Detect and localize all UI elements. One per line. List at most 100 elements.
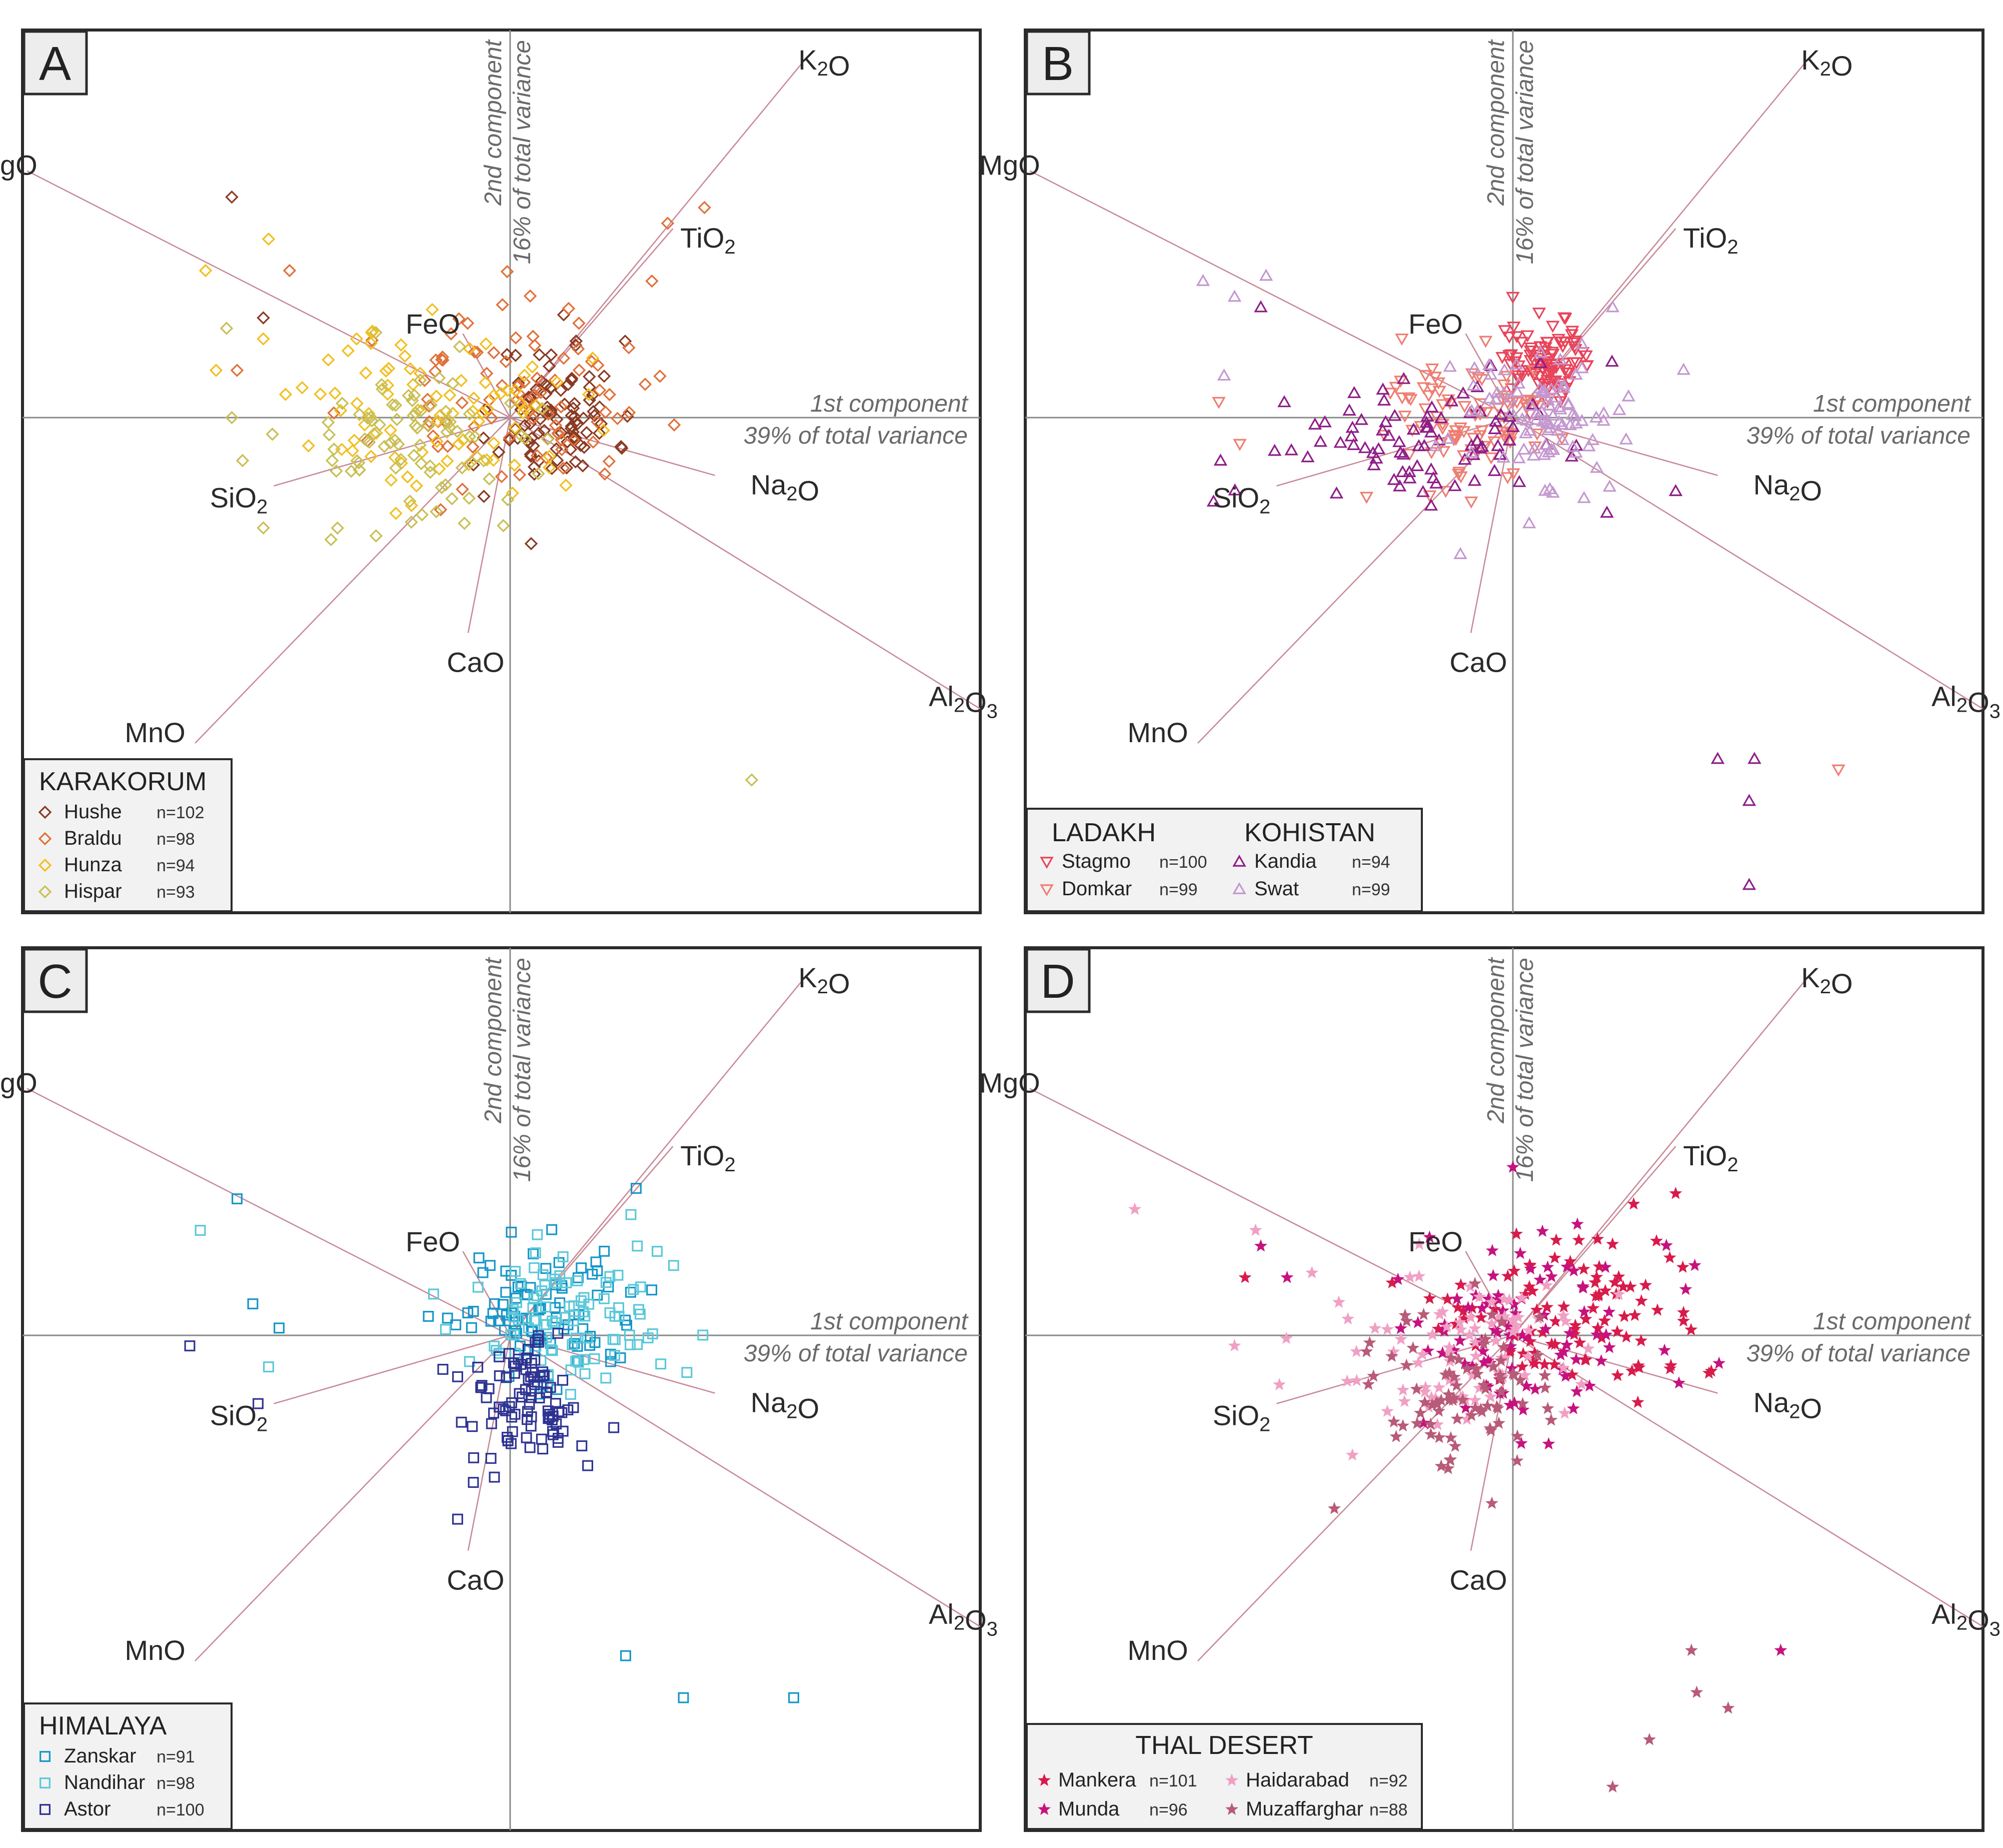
data-point-kandia xyxy=(1473,441,1487,454)
data-point-mankera xyxy=(1586,1301,1600,1314)
data-point-hunza xyxy=(518,402,532,416)
data-point-swat xyxy=(1522,516,1536,529)
data-point-munda xyxy=(1461,1301,1475,1313)
data-point-nandihar xyxy=(589,1353,600,1364)
data-point-domkar xyxy=(1395,392,1409,405)
data-point-swat xyxy=(1544,382,1558,395)
data-point-muzaffarghar xyxy=(1447,1391,1460,1404)
data-point-hunza xyxy=(394,338,408,352)
data-point-kandia xyxy=(1267,444,1282,456)
data-point-mankera xyxy=(1523,1280,1536,1292)
data-point-hushe xyxy=(569,455,583,469)
data-point-muzaffarghar xyxy=(1460,1362,1474,1375)
legend-label: Swat xyxy=(1254,878,1299,900)
data-point-muzaffarghar xyxy=(1360,1345,1373,1357)
data-point-domkar xyxy=(1416,382,1431,395)
data-point-stagmo xyxy=(1562,376,1576,389)
panel-letter: D xyxy=(1040,955,1075,1008)
data-point-munda xyxy=(1659,1238,1673,1251)
loading-vector xyxy=(274,1334,511,1404)
data-point-braldu xyxy=(555,443,569,457)
loading-label: MgO xyxy=(979,150,1040,181)
data-point-astor xyxy=(526,1385,537,1397)
data-point-hushe xyxy=(597,369,611,383)
x-variance-label: 39% of total variance xyxy=(744,423,968,449)
data-point-kandia xyxy=(1416,485,1430,497)
data-point-muzaffarghar xyxy=(1494,1372,1508,1385)
data-point-munda xyxy=(1567,1264,1580,1277)
data-point-hunza xyxy=(530,399,543,412)
data-point-haidarabad xyxy=(1522,1324,1535,1336)
data-point-stagmo xyxy=(1511,360,1526,373)
loading-label: MgO xyxy=(0,1067,38,1099)
data-point-hispar xyxy=(443,415,457,429)
data-point-swat xyxy=(1569,368,1583,380)
data-point-munda xyxy=(1458,1357,1472,1370)
data-point-hushe xyxy=(225,190,239,204)
legend-title-2: KOHISTAN xyxy=(1244,818,1375,847)
data-point-braldu xyxy=(500,265,514,279)
data-point-haidarabad xyxy=(1443,1346,1456,1359)
data-point-haidarabad xyxy=(1228,1339,1241,1351)
data-point-domkar xyxy=(1526,365,1541,378)
data-point-kandia xyxy=(1371,442,1386,455)
data-point-hushe xyxy=(550,442,563,456)
data-point-astor xyxy=(452,1371,464,1382)
data-point-nandihar xyxy=(579,1368,591,1379)
data-point-munda xyxy=(1545,1270,1558,1282)
data-point-hispar xyxy=(336,397,349,410)
data-point-swat xyxy=(1512,451,1526,464)
data-point-hunza xyxy=(262,232,276,246)
data-point-mankera xyxy=(1704,1364,1718,1377)
data-point-astor xyxy=(547,1426,558,1437)
data-point-hushe xyxy=(566,402,580,415)
legend-marker-stagmo xyxy=(1040,857,1054,869)
data-point-domkar xyxy=(1464,496,1478,509)
data-point-kandia xyxy=(1444,394,1459,407)
data-point-nandihar xyxy=(550,1277,561,1288)
data-point-domkar xyxy=(1438,486,1453,498)
loading-vector xyxy=(1470,1335,1514,1551)
legend-count: n=92 xyxy=(1369,1771,1408,1790)
data-point-zanskar xyxy=(678,1692,689,1703)
data-point-swat xyxy=(1529,413,1543,425)
loading-label: Na2O xyxy=(751,469,819,507)
data-point-muzaffarghar xyxy=(1441,1461,1455,1474)
data-point-nandihar xyxy=(599,1293,610,1304)
data-point-swat xyxy=(1553,353,1567,365)
data-point-swat xyxy=(1546,443,1560,455)
data-point-domkar xyxy=(1395,333,1409,346)
data-point-astor xyxy=(520,1364,532,1375)
data-point-hispar xyxy=(455,461,469,475)
data-point-muzaffarghar xyxy=(1494,1385,1508,1397)
loading-label: FeO xyxy=(1408,1226,1463,1257)
legend-count: n=94 xyxy=(157,856,195,875)
data-point-nandihar xyxy=(263,1361,274,1372)
legend-count: n=98 xyxy=(157,1774,195,1793)
loading-vector xyxy=(195,1335,511,1661)
data-point-braldu xyxy=(591,415,604,429)
data-point-kandia xyxy=(1456,386,1470,399)
x-component-label: 1st component xyxy=(810,1308,969,1335)
data-point-kandia xyxy=(1506,420,1520,432)
data-point-hunza xyxy=(597,424,610,437)
data-point-braldu xyxy=(499,355,513,369)
data-point-swat xyxy=(1443,360,1457,372)
data-point-haidarabad xyxy=(1557,1361,1570,1374)
data-point-haidarabad xyxy=(1581,1342,1595,1354)
data-point-nandihar xyxy=(532,1229,543,1240)
loading-label: K2O xyxy=(1801,962,1852,999)
data-point-swat xyxy=(1561,398,1575,411)
data-point-munda xyxy=(1567,1402,1580,1414)
data-point-hushe xyxy=(533,348,546,362)
data-point-domkar xyxy=(1398,411,1412,423)
data-point-domkar xyxy=(1393,376,1408,388)
data-point-mankera xyxy=(1567,1327,1581,1340)
loading-label: K2O xyxy=(798,962,850,999)
x-component-label: 1st component xyxy=(810,391,969,417)
data-point-zanskar xyxy=(551,1384,563,1395)
data-point-haidarabad xyxy=(1431,1418,1444,1430)
data-point-hispar xyxy=(386,398,400,412)
data-point-munda xyxy=(1658,1343,1671,1356)
data-point-nandihar xyxy=(505,1329,517,1341)
